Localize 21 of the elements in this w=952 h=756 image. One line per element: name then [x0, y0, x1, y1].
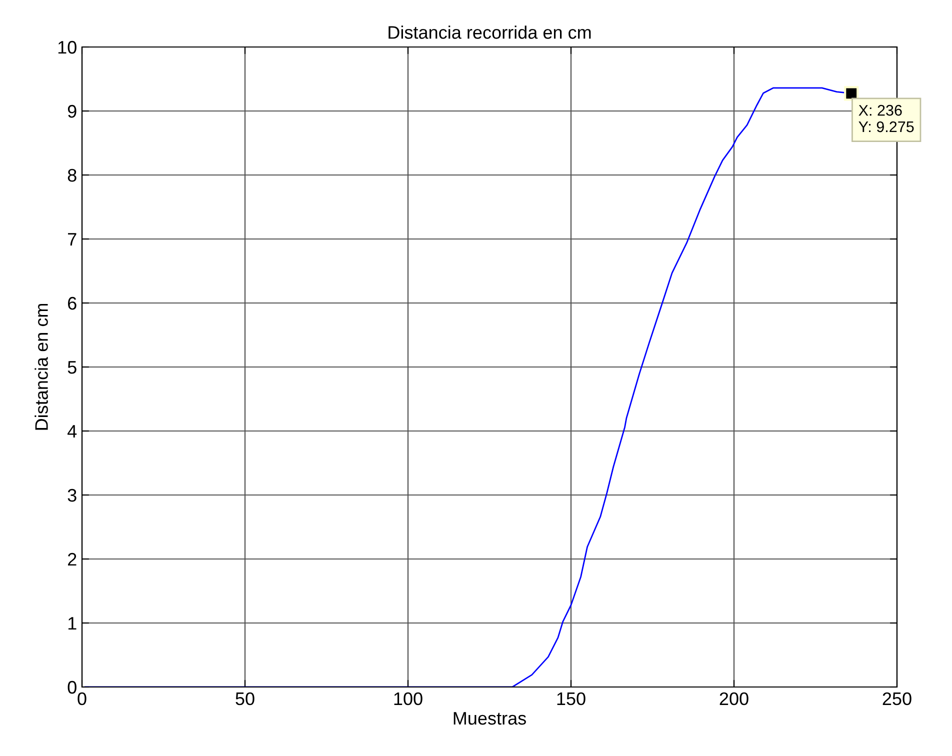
x-tick-label: 250	[882, 692, 912, 706]
y-axis-title: Distancia en cm	[34, 304, 48, 430]
y-tick-label: 8	[68, 168, 76, 182]
y-tick-label: 1	[68, 617, 76, 630]
y-tick-label: 6	[68, 296, 76, 310]
y-tick-label: 0	[68, 680, 76, 694]
x-tick-label: 0	[78, 692, 86, 706]
annotation: X: 236 Y: 9.275	[858, 104, 914, 132]
y-tick-label: 10	[58, 40, 76, 54]
y-tick-label: 3	[68, 488, 76, 502]
y-tick-label: 9	[68, 104, 76, 118]
x-tick-label: 50	[236, 692, 254, 706]
x-tick-label: 100	[394, 692, 422, 706]
x-axis-title: Muestras	[454, 712, 526, 725]
y-tick-label: 7	[68, 233, 76, 246]
x-tick-label: 150	[557, 692, 586, 706]
chart-title: Distancia recorrida en cm	[388, 26, 591, 39]
y-tick-label: 5	[68, 361, 76, 374]
y-tick-label: 2	[68, 552, 76, 566]
y-tick-label: 4	[68, 425, 77, 438]
x-tick-label: 200	[720, 692, 748, 706]
